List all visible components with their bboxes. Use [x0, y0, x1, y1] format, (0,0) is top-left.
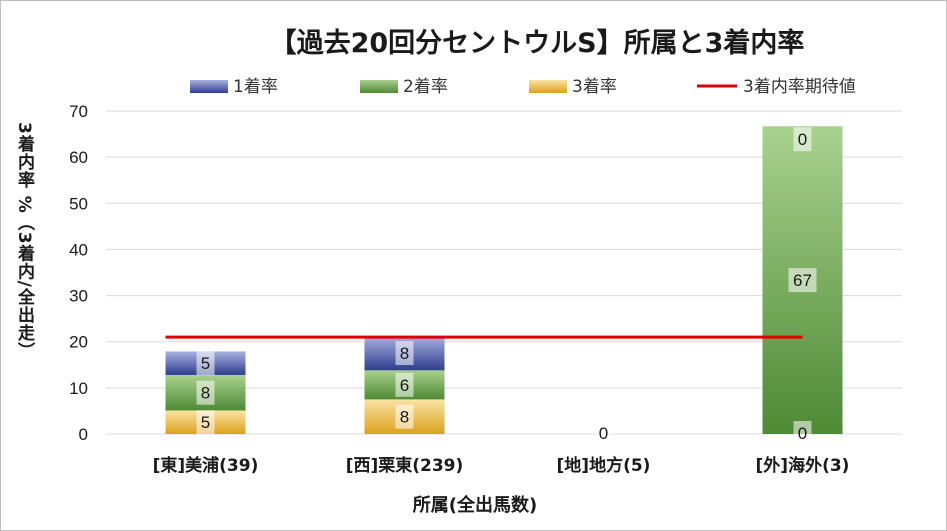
data-label-bg — [788, 268, 817, 293]
data-labels: 5 8 5 8 6 8 0 0 67 0 — [196, 127, 817, 445]
y-tick-label: 20 — [69, 333, 88, 352]
y-axis-label: 3着内率 %（3着内/全出走） — [14, 122, 34, 360]
legend-swatch-1st — [190, 80, 228, 93]
x-category-label: [外]海外(3) — [756, 455, 850, 476]
data-label: 8 — [400, 408, 409, 427]
data-label-bg — [793, 127, 812, 152]
y-ticks: 0 10 20 30 40 50 60 70 — [69, 102, 88, 444]
legend-label-1st: 1着率 — [233, 77, 278, 97]
legend-swatch-2nd — [360, 80, 398, 93]
data-label-bg — [594, 421, 613, 445]
y-tick-label: 70 — [69, 102, 88, 121]
y-tick-label: 10 — [69, 379, 88, 398]
data-label-bg — [196, 351, 215, 376]
data-label-bg — [395, 404, 414, 429]
legend-label-expected: 3着内率期待値 — [743, 77, 856, 97]
y-tick-label: 40 — [69, 240, 88, 259]
legend-swatch-3rd — [529, 80, 567, 93]
data-label-bg — [196, 380, 215, 405]
data-label: 8 — [201, 384, 210, 403]
legend-label-3rd: 3着率 — [572, 77, 617, 97]
data-label-bg — [395, 372, 414, 397]
y-tick-label: 30 — [69, 287, 88, 306]
x-axis-label: 所属(全出馬数) — [413, 494, 537, 516]
data-label: 0 — [798, 424, 807, 443]
data-label-bg — [395, 341, 414, 366]
legend-label-2nd: 2着率 — [403, 77, 448, 97]
x-categories: [東]美浦(39) [西]栗東(239) [地]地方(5) [外]海外(3) — [153, 455, 850, 476]
x-category-label: [東]美浦(39) — [153, 455, 259, 476]
data-label: 8 — [400, 344, 409, 363]
legend: 1着率 2着率 3着率 3着内率期待値 — [190, 77, 856, 97]
x-category-label: [地]地方(5) — [557, 455, 651, 476]
x-category-label: [西]栗東(239) — [346, 455, 464, 476]
y-axis-label-wrap: 3着内率 %（3着内/全出走） — [12, 122, 36, 412]
data-label: 0 — [599, 424, 608, 443]
data-label-bg — [196, 410, 215, 435]
y-tick-label: 50 — [69, 194, 88, 213]
data-label-bg — [793, 421, 812, 445]
data-label: 6 — [400, 376, 409, 395]
data-label: 0 — [798, 130, 807, 149]
data-label: 5 — [201, 354, 210, 373]
data-label: 67 — [793, 271, 812, 290]
chart-title: 【過去20回分セントウルS】所属と3着内率 — [270, 27, 805, 59]
y-tick-label: 0 — [79, 425, 88, 444]
data-label: 5 — [201, 413, 210, 432]
y-tick-label: 60 — [69, 148, 88, 167]
